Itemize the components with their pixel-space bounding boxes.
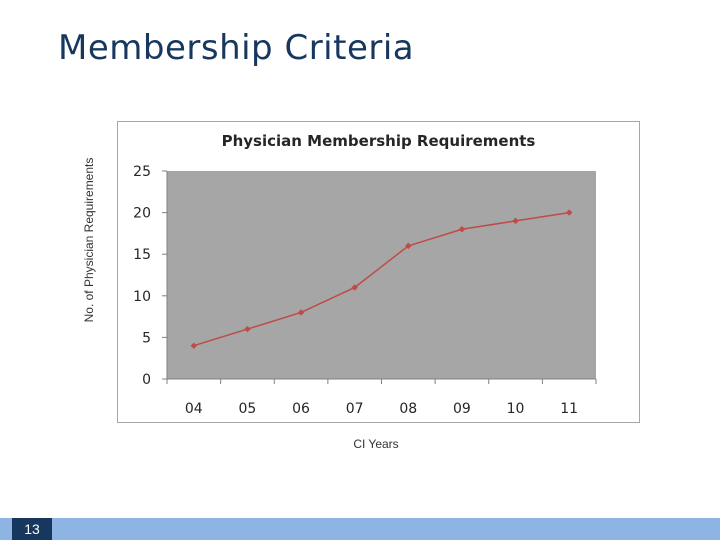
data-point [458, 226, 466, 233]
data-point [351, 284, 358, 291]
y-axis-label: No. of Physician Requirements [82, 157, 96, 323]
y-tick-label: 20 [133, 206, 151, 222]
chart-title: Physician Membership Requirements [221, 132, 536, 150]
y-tick-label: 5 [142, 330, 151, 346]
data-point [244, 325, 251, 333]
x-tick-label: 11 [560, 401, 578, 417]
x-tick-label: 10 [507, 401, 525, 417]
y-tick-label: 10 [133, 289, 151, 305]
x-tick-label: 04 [185, 401, 203, 417]
data-point [565, 209, 573, 216]
x-tick-label: 07 [346, 401, 364, 417]
chart-frame: Physician Membership Requirements 0 5 10 15… [117, 121, 640, 423]
plot-area [167, 171, 596, 379]
x-tick-label: 06 [292, 401, 310, 417]
x-tick-label: 08 [399, 401, 417, 417]
y-tick-label: 0 [142, 372, 151, 388]
data-point [405, 242, 412, 250]
series-line [193, 211, 570, 347]
data-point [297, 309, 305, 316]
slide-number: 13 [12, 518, 52, 540]
x-tick-label: 05 [239, 401, 257, 417]
y-tick-label: 15 [133, 247, 151, 263]
slide-title: Membership Criteria [58, 28, 415, 68]
x-tick-label: 09 [453, 401, 471, 417]
footer-bar [0, 518, 720, 540]
x-axis-label: CI Years [353, 437, 399, 451]
y-tick-label: 25 [133, 164, 151, 180]
data-point [512, 217, 519, 225]
